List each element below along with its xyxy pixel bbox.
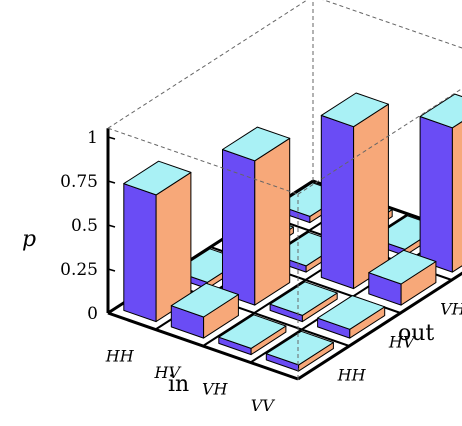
bars — [123, 92, 462, 372]
bar-top-face — [317, 295, 386, 330]
bar-top-face — [123, 160, 192, 196]
in-category-label: VV — [251, 396, 276, 415]
bar-VV-HH — [265, 330, 334, 372]
z-tick-mark — [107, 136, 116, 140]
bar-VV-HV — [317, 295, 386, 339]
in-category-label: HV — [153, 363, 181, 382]
bar-front-face — [222, 149, 256, 306]
bar-HH-HH — [123, 160, 192, 323]
bar-VH-VH — [320, 92, 389, 290]
z-tick-label: 1 — [87, 128, 98, 148]
bar-VH-HH — [218, 314, 287, 356]
in-category-label: HH — [105, 346, 135, 365]
bar-top-face — [265, 330, 334, 366]
box-back-edge — [322, 0, 462, 49]
bounding-box-front-edges — [107, 88, 462, 379]
bar-top-face — [419, 93, 462, 129]
out-category-label: VH — [440, 300, 462, 319]
y-axis-title: out — [398, 321, 434, 346]
z-axis: 0 0.25 0.5 0.75 1 — [60, 128, 116, 324]
in-category-label: VH — [202, 379, 229, 398]
bar-top-face — [218, 314, 287, 349]
z-axis-title: p — [22, 227, 36, 252]
z-tick-mark — [107, 180, 116, 184]
z-tick-label: 0 — [87, 304, 98, 324]
z-tick-mark — [107, 224, 116, 228]
bar-side-face — [353, 103, 389, 290]
bar-VV-VH — [368, 249, 437, 306]
bar-front-face — [123, 183, 157, 323]
x-axis-title: in — [168, 372, 189, 397]
bar-top-face — [222, 126, 291, 162]
out-category-label: HV — [388, 333, 416, 352]
bar-top-face — [368, 249, 437, 285]
bar-side-face — [254, 137, 291, 306]
bar-top-face — [269, 281, 338, 316]
grid-line-out — [107, 311, 299, 381]
bar-side-face — [451, 120, 462, 273]
bar-VH-HV — [269, 281, 338, 323]
z-tick-mark — [107, 268, 116, 272]
box-front-edge — [297, 88, 462, 195]
bar-VV-VV — [419, 93, 462, 273]
bar-front-face — [320, 114, 355, 290]
bar-HV-HH — [170, 282, 239, 339]
z-tick-label: 0.75 — [60, 172, 98, 192]
bounding-box-back-edges — [107, 0, 462, 181]
box-back-edge — [107, 0, 309, 129]
out-category-label: HH — [337, 366, 367, 385]
box-front-edge — [107, 127, 299, 195]
z-tick-label: 0.25 — [60, 260, 98, 280]
axis-labels: p in out HHHVVHVVHHHVVHVV — [22, 227, 462, 415]
z-tick-label: 0.5 — [71, 216, 98, 236]
bar-top-face — [170, 282, 239, 318]
bar-front-face — [419, 116, 453, 273]
bar-HV-HV — [222, 126, 291, 306]
bar-top-face — [320, 92, 389, 128]
z-tick-mark — [107, 312, 116, 316]
